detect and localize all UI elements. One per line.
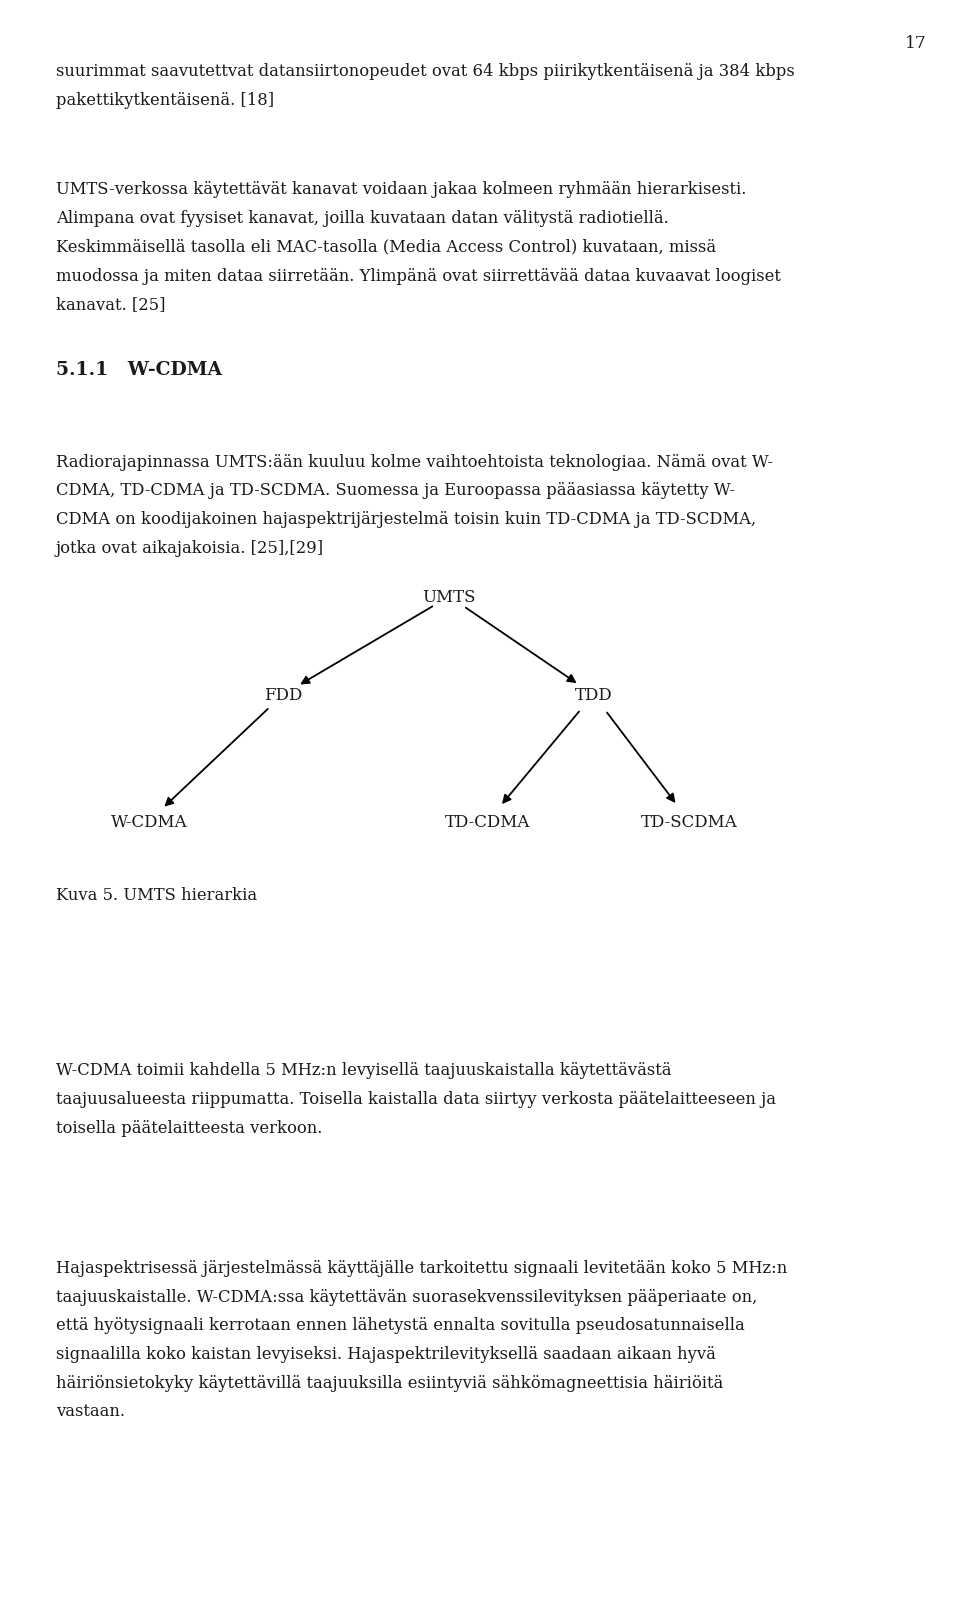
- Text: muodossa ja miten dataa siirretään. Ylimpänä ovat siirrettävää dataa kuvaavat lo: muodossa ja miten dataa siirretään. Ylim…: [56, 268, 780, 284]
- Text: W-CDMA: W-CDMA: [110, 814, 187, 830]
- Text: TD-CDMA: TD-CDMA: [445, 814, 530, 830]
- Text: että hyötysignaali kerrotaan ennen lähetystä ennalta sovitulla pseudosatunnaisel: että hyötysignaali kerrotaan ennen lähet…: [56, 1316, 744, 1334]
- Text: UMTS: UMTS: [422, 589, 476, 605]
- Text: FDD: FDD: [264, 687, 302, 703]
- Text: TDD: TDD: [574, 687, 612, 703]
- Text: CDMA on koodijakoinen hajaspektrijärjestelmä toisin kuin TD-CDMA ja TD-SCDMA,: CDMA on koodijakoinen hajaspektrijärjest…: [56, 510, 756, 528]
- Text: 17: 17: [904, 34, 926, 51]
- Text: pakettikytkentäisenä. [18]: pakettikytkentäisenä. [18]: [56, 91, 274, 109]
- Text: CDMA, TD-CDMA ja TD-SCDMA. Suomessa ja Euroopassa pääasiassa käytetty W-: CDMA, TD-CDMA ja TD-SCDMA. Suomessa ja E…: [56, 482, 734, 499]
- Text: suurimmat saavutettvat datansiirtonopeudet ovat 64 kbps piirikytkentäisenä ja 38: suurimmat saavutettvat datansiirtonopeud…: [56, 63, 795, 80]
- Text: signaalilla koko kaistan levyiseksi. Hajaspektrilevityksellä saadaan aikaan hyvä: signaalilla koko kaistan levyiseksi. Haj…: [56, 1345, 715, 1363]
- Text: taajuuskaistalle. W-CDMA:ssa käytettävän suorasekvenssilevityksen pääperiaate on: taajuuskaistalle. W-CDMA:ssa käytettävän…: [56, 1287, 756, 1305]
- Text: Radiorajapinnassa UMTS:ään kuuluu kolme vaihtoehtoista teknologiaa. Nämä ovat W-: Radiorajapinnassa UMTS:ään kuuluu kolme …: [56, 453, 773, 470]
- Text: toisella päätelaitteesta verkoon.: toisella päätelaitteesta verkoon.: [56, 1119, 322, 1136]
- Text: TD-SCDMA: TD-SCDMA: [641, 814, 737, 830]
- Text: Alimpana ovat fyysiset kanavat, joilla kuvataan datan välitystä radiotiellä.: Alimpana ovat fyysiset kanavat, joilla k…: [56, 210, 668, 226]
- Text: jotka ovat aikajakoisia. [25],[29]: jotka ovat aikajakoisia. [25],[29]: [56, 539, 324, 557]
- Text: taajuusalueesta riippumatta. Toisella kaistalla data siirtyy verkosta päätelaitt: taajuusalueesta riippumatta. Toisella ka…: [56, 1090, 776, 1107]
- Text: Keskimmäisellä tasolla eli MAC-tasolla (Media Access Control) kuvataan, missä: Keskimmäisellä tasolla eli MAC-tasolla (…: [56, 239, 716, 255]
- Text: vastaan.: vastaan.: [56, 1403, 125, 1419]
- Text: W-CDMA toimii kahdella 5 MHz:n levyisellä taajuuskaistalla käytettävästä: W-CDMA toimii kahdella 5 MHz:n levyisell…: [56, 1063, 671, 1079]
- Text: häiriönsietokyky käytettävillä taajuuksilla esiintyviä sähkömagneettisia häiriöi: häiriönsietokyky käytettävillä taajuuksi…: [56, 1374, 723, 1392]
- Text: Hajaspektrisessä järjestelmässä käyttäjälle tarkoitettu signaali levitetään koko: Hajaspektrisessä järjestelmässä käyttäjä…: [56, 1258, 787, 1276]
- Text: Kuva 5. UMTS hierarkia: Kuva 5. UMTS hierarkia: [56, 886, 257, 904]
- Text: 5.1.1   W-CDMA: 5.1.1 W-CDMA: [56, 361, 222, 379]
- Text: kanavat. [25]: kanavat. [25]: [56, 295, 165, 313]
- Text: UMTS-verkossa käytettävät kanavat voidaan jakaa kolmeen ryhmään hierarkisesti.: UMTS-verkossa käytettävät kanavat voidaa…: [56, 181, 746, 199]
